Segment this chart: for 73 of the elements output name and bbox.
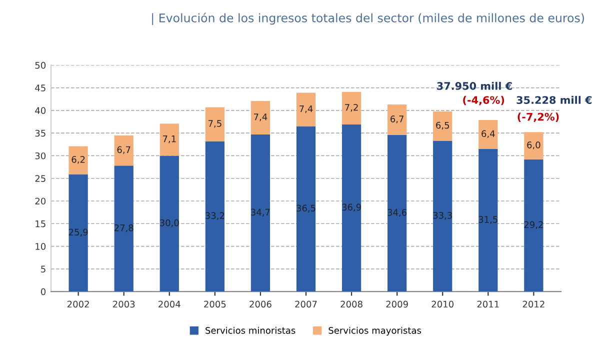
x-tick-label: 2012 — [522, 300, 544, 308]
y-tick-label: 20 — [35, 198, 46, 205]
annotation: (-4,6%) — [463, 96, 504, 106]
bar — [160, 156, 179, 292]
bar — [114, 135, 134, 166]
bar — [296, 126, 316, 292]
y-tick-label: 45 — [35, 84, 46, 92]
bar — [296, 92, 316, 126]
bar — [68, 146, 88, 174]
annotation: 35.228 mill € — [516, 96, 592, 104]
x-tick-label: 2010 — [432, 300, 454, 308]
annotation: 37.950 mill € — [437, 82, 512, 90]
bar — [205, 141, 224, 292]
y-tick-label: 35 — [35, 130, 46, 137]
data-label: 31,5 — [478, 216, 498, 224]
data-label: 7,4 — [300, 105, 313, 114]
data-label: 7,2 — [345, 104, 358, 112]
data-label: 29,2 — [524, 221, 543, 229]
y-tick-label: 40 — [35, 107, 46, 114]
data-label: 33,2 — [206, 212, 224, 220]
data-label: 25,9 — [68, 228, 88, 236]
data-label: 34,6 — [388, 209, 407, 217]
bar — [524, 132, 544, 160]
data-label: 6,4 — [482, 130, 495, 138]
bar — [524, 159, 544, 292]
bar — [433, 140, 452, 292]
data-label: 34,7 — [251, 208, 270, 217]
bar — [68, 174, 88, 292]
y-tick-label: 5 — [41, 266, 46, 272]
x-tick-label: 2003 — [113, 300, 135, 308]
x-tick-label: 2004 — [158, 300, 180, 308]
data-label: 30,0 — [160, 219, 179, 228]
data-label: 7,5 — [208, 120, 222, 128]
bar — [205, 107, 224, 142]
annotation: (-7,2%) — [518, 112, 559, 122]
y-tick-label: 15 — [36, 220, 46, 228]
y-tick-label: 30 — [35, 152, 46, 160]
bar — [250, 134, 270, 292]
data-label: 33,3 — [433, 212, 452, 220]
chart-title: | Evolución de los ingresos totales del sector (miles de millones de euros) — [152, 12, 584, 25]
legend-label: Servicios mayoristas — [328, 326, 422, 336]
bar — [478, 120, 498, 149]
bar — [160, 124, 179, 156]
data-label: 36,9 — [342, 204, 361, 212]
x-tick-label: 2002 — [67, 300, 89, 308]
data-label: 7,4 — [254, 114, 268, 122]
x-tick-label: 2011 — [477, 300, 499, 308]
legend-label: Servicios minoristas — [206, 326, 296, 334]
data-label: 7,1 — [162, 136, 176, 144]
bar — [342, 124, 362, 292]
data-label: 6,0 — [527, 142, 540, 150]
bar — [478, 148, 498, 292]
bar — [388, 134, 407, 292]
data-label: 6,7 — [117, 146, 130, 154]
y-tick-label: 25 — [35, 175, 46, 182]
x-tick-label: 2007 — [295, 300, 317, 308]
data-label: 36,5 — [296, 204, 316, 212]
y-tick-label: 50 — [35, 62, 46, 69]
bar — [250, 100, 270, 134]
x-tick-label: 2008 — [340, 300, 362, 308]
data-label: 6,5 — [436, 122, 449, 130]
data-label: 6,2 — [72, 156, 85, 164]
bar — [114, 166, 134, 292]
y-tick-label: 10 — [36, 243, 46, 250]
y-tick-label: 0 — [40, 288, 46, 296]
data-label: 27,8 — [114, 224, 134, 232]
bar — [433, 111, 452, 141]
bar — [342, 92, 362, 124]
x-tick-label: 2006 — [250, 300, 272, 308]
bar — [388, 104, 407, 135]
data-label: 6,7 — [390, 116, 404, 124]
x-tick-label: 2005 — [204, 300, 226, 308]
x-tick-label: 2009 — [386, 300, 408, 308]
